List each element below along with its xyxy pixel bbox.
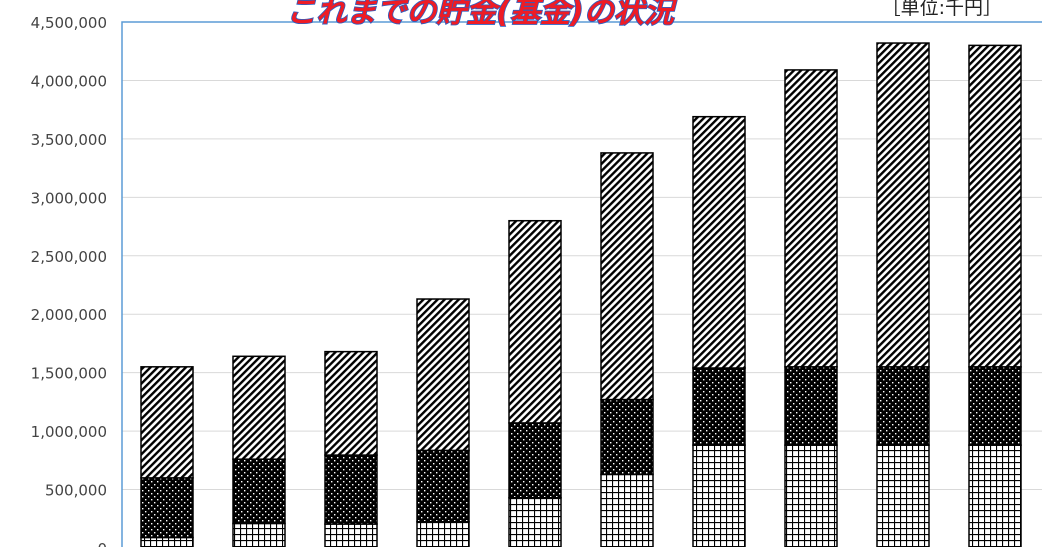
bar-segment-diagonal (692, 115, 746, 369)
bar-segment-grid (784, 444, 838, 547)
bar-segment-grid (692, 444, 746, 547)
y-tick-label: 3,500,000 (31, 131, 107, 149)
y-tick-label: 2,000,000 (31, 306, 107, 324)
chart-title: これまでの貯金(基金)の状況 (286, 0, 677, 30)
bar-segment-grid (508, 496, 562, 547)
unit-label: ［単位:千円］ (882, 0, 1002, 19)
bar-segment-dots (324, 454, 378, 525)
bar-segment-diagonal (232, 355, 286, 460)
bar-segment-dots (876, 366, 930, 446)
plot-frame (121, 21, 1042, 547)
bar-segment-dots (232, 458, 286, 525)
y-tick-label: 4,500,000 (31, 14, 107, 32)
bar-segment-dots (968, 366, 1022, 446)
bar-segment-dots (416, 449, 470, 523)
bar-segment-diagonal (324, 350, 378, 456)
bar-segment-diagonal (416, 298, 470, 452)
bar-segment-grid (140, 536, 194, 547)
y-tick-label: 1,000,000 (31, 423, 107, 441)
y-tick-label: 1,500,000 (31, 365, 107, 383)
bar-segment-diagonal (140, 366, 194, 479)
bar-segment-grid (600, 473, 654, 547)
y-tick-label: 4,000,000 (31, 72, 107, 90)
bar-segment-diagonal (968, 44, 1022, 368)
y-tick-label: 0 (97, 540, 107, 547)
bar-segment-dots (140, 477, 194, 539)
bar-segment-diagonal (876, 42, 930, 368)
bar-segment-dots (600, 398, 654, 476)
bar-segment-diagonal (784, 69, 838, 368)
bar-segment-grid (968, 444, 1022, 547)
bar-segment-diagonal (508, 219, 562, 424)
bar-segment-dots (692, 367, 746, 446)
y-tick-label: 500,000 (45, 482, 107, 500)
bar-segment-dots (784, 366, 838, 446)
bar-segment-grid (324, 523, 378, 547)
bar-segment-grid (876, 444, 930, 547)
bar-segment-grid (416, 520, 470, 547)
y-tick-label: 3,000,000 (31, 189, 107, 207)
bar-segment-diagonal (600, 152, 654, 401)
bar-segment-grid (232, 522, 286, 547)
bar-segment-dots (508, 422, 562, 499)
y-tick-label: 2,500,000 (31, 248, 107, 266)
